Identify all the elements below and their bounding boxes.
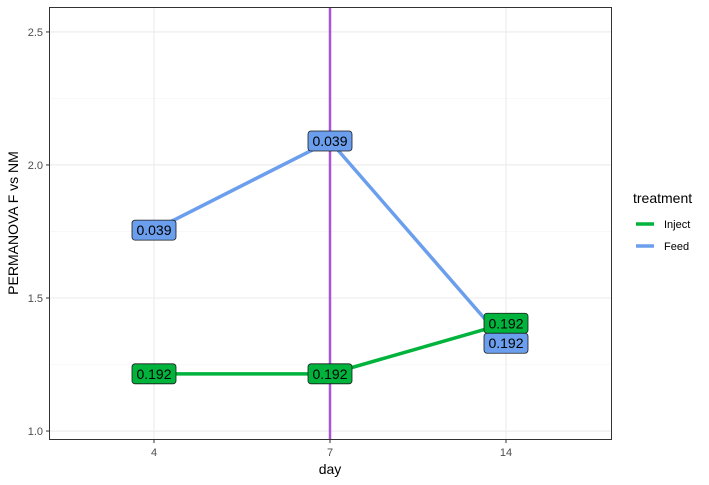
y-tick-label: 2.5 (28, 27, 43, 39)
legend-label-inject: Inject (664, 219, 690, 231)
x-axis-title: day (319, 461, 342, 477)
y-tick-label: 1.0 (28, 426, 43, 438)
data-label-layer: 0.192 0.192 0.192 0.039 0.039 0.192 (131, 130, 529, 385)
x-tick-label: 4 (151, 447, 157, 459)
data-label: 0.192 (131, 363, 177, 385)
data-label-text: 0.039 (312, 133, 347, 149)
data-label-text: 0.192 (312, 366, 347, 382)
legend-label-feed: Feed (664, 241, 689, 253)
data-label-box (307, 130, 353, 152)
y-tick-label: 2.0 (28, 160, 43, 172)
x-tick-label: 7 (327, 447, 333, 459)
y-tick-label: 1.5 (28, 293, 43, 305)
data-label-box (483, 332, 529, 354)
data-label: 0.039 (131, 219, 177, 241)
data-label-box (131, 219, 177, 241)
data-label-box (131, 363, 177, 385)
x-tick-label: 14 (500, 447, 512, 459)
data-label: 0.192 (307, 363, 353, 385)
data-label-text: 0.039 (136, 222, 171, 238)
x-axis: 4 7 14 (151, 439, 512, 459)
legend: treatment Inject Feed (633, 190, 692, 253)
data-label: 0.192 (483, 332, 529, 354)
data-label-box (307, 363, 353, 385)
data-label-text: 0.192 (488, 335, 523, 351)
data-label-text: 0.192 (488, 315, 523, 331)
data-label: 0.039 (307, 130, 353, 152)
y-axis-title: PERMANOVA F vs NM (5, 151, 21, 295)
legend-title: treatment (633, 190, 692, 206)
data-label: 0.192 (483, 312, 529, 334)
data-label-text: 0.192 (136, 366, 171, 382)
y-axis: 1.0 1.5 2.0 2.5 (28, 27, 50, 438)
